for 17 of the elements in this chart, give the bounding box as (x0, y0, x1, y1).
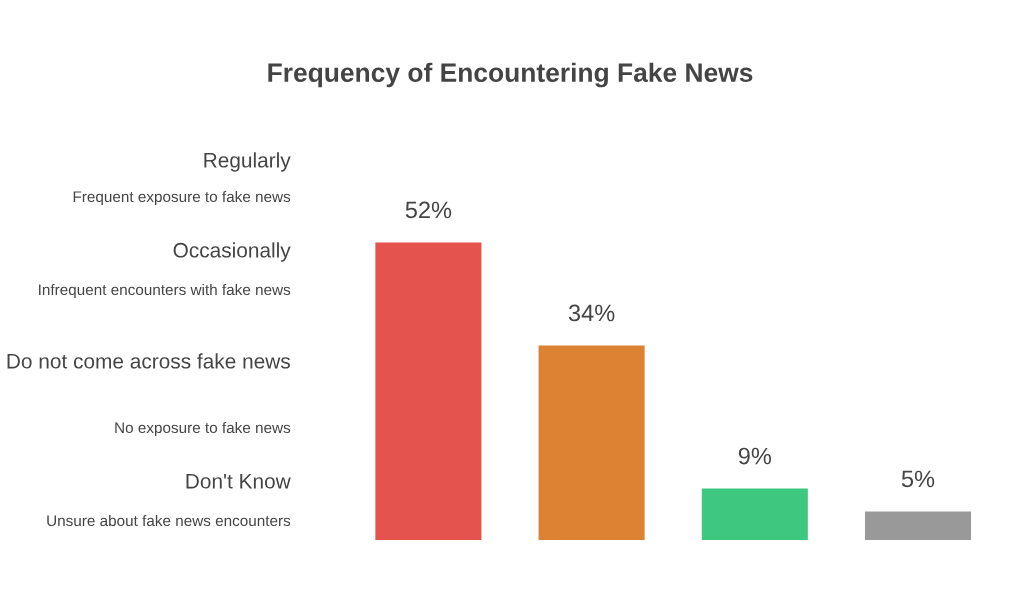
text: Regularly (204, 152, 291, 172)
bar (375, 242, 482, 540)
text: Frequent exposure to fake news (73, 190, 291, 206)
data-label: 52% (405, 201, 452, 219)
text: Unsure about fake news encounters (47, 514, 291, 527)
data-label: 5% (901, 470, 935, 488)
text: Do not come across fake news (7, 353, 290, 369)
data-label: 34% (568, 304, 615, 322)
text: Don't Know (186, 474, 291, 489)
text: Infrequent encounters with fake news (39, 283, 291, 299)
text: No exposure to fake news (115, 421, 291, 437)
data-label: 9% (738, 447, 772, 465)
bar (864, 511, 972, 540)
bar (538, 345, 645, 540)
chart-title: Frequency of Encountering Fake News (268, 62, 753, 88)
text: Occasionally (173, 242, 291, 262)
bar (701, 488, 808, 540)
